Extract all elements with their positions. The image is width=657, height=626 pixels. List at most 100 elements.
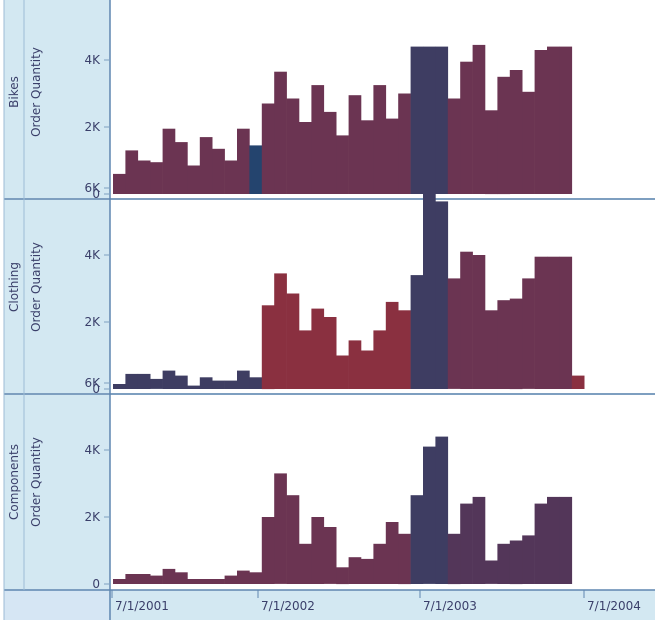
bar [311, 85, 325, 194]
bar [187, 165, 201, 194]
bar [435, 46, 449, 194]
bar [423, 446, 436, 584]
bar [423, 188, 436, 389]
bar [460, 251, 473, 389]
bar [497, 76, 511, 195]
bar [113, 384, 126, 389]
bar [286, 293, 300, 389]
bar [199, 579, 213, 584]
bar [311, 308, 325, 389]
panel-measure-label: Order Quantity [29, 437, 43, 527]
y-tick-label: 0 [92, 577, 100, 591]
bar [323, 317, 337, 389]
bar [534, 256, 548, 389]
bar [435, 201, 449, 389]
y-tick-label: 4K [84, 248, 101, 262]
bar [249, 377, 263, 389]
y-tick-label: 4K [84, 443, 101, 457]
y-tick-label: 6K [84, 181, 101, 195]
bar [323, 527, 337, 584]
bar [336, 355, 349, 389]
bar [497, 300, 511, 389]
bar [237, 370, 250, 389]
bar [113, 579, 126, 584]
bar [509, 70, 523, 194]
y-tick-label: 0 [92, 187, 100, 201]
bar [113, 173, 126, 194]
bar [286, 495, 300, 584]
bar [485, 560, 498, 584]
y-tick-label: 0 [92, 382, 100, 396]
bar [150, 162, 163, 194]
bar [237, 570, 250, 584]
bar [385, 301, 399, 389]
panel-category-label: Bikes [7, 76, 21, 108]
bar [224, 380, 238, 389]
bar [274, 71, 287, 194]
bar [497, 543, 511, 584]
bar [249, 145, 263, 194]
bar [410, 275, 424, 389]
bar [522, 91, 535, 194]
bar [522, 535, 535, 584]
bar [224, 575, 238, 584]
bar [348, 340, 362, 389]
x-axis-background [110, 590, 655, 620]
panel-category-label: Components [7, 444, 21, 520]
bar [398, 93, 411, 194]
y-tick-label: 2K [84, 315, 101, 329]
bar [559, 256, 573, 389]
bar [299, 543, 312, 584]
bar [410, 46, 424, 194]
x-tick-label: 7/1/2002 [261, 599, 315, 613]
bar [175, 142, 188, 194]
bar [249, 572, 263, 584]
bar [237, 128, 250, 194]
bar [348, 557, 362, 584]
bar [547, 256, 560, 389]
bar [261, 305, 275, 390]
bar [261, 517, 275, 584]
bar [385, 118, 399, 194]
x-tick-label: 7/1/2004 [587, 599, 641, 613]
bar [522, 278, 535, 389]
panel-measure-label: Order Quantity [29, 47, 43, 137]
bar [199, 137, 213, 194]
bar [323, 111, 337, 194]
bar [212, 579, 225, 584]
bar [534, 503, 548, 584]
bar [385, 522, 399, 584]
x-tick-label: 7/1/2001 [115, 599, 169, 613]
bar [447, 533, 461, 585]
bar [150, 378, 163, 389]
bar [125, 373, 139, 389]
bar [398, 533, 411, 585]
bar [125, 574, 139, 584]
bar [423, 46, 436, 194]
x-tick-label: 7/1/2003 [423, 599, 477, 613]
bar [137, 160, 151, 194]
bar [547, 46, 560, 194]
y-tick-label: 6K [84, 376, 101, 390]
bar [274, 273, 287, 389]
bar [162, 370, 176, 389]
bar [361, 558, 374, 584]
bar [336, 567, 349, 585]
bar [311, 517, 325, 584]
bar [299, 122, 312, 194]
bar [175, 375, 188, 389]
bar [460, 503, 473, 584]
bar [472, 44, 486, 195]
bar [361, 120, 374, 194]
bar [261, 103, 275, 194]
panel-measure-label: Order Quantity [29, 242, 43, 332]
bar [175, 572, 188, 584]
bar [534, 50, 548, 194]
row-header-background [4, 0, 110, 590]
bar [509, 298, 523, 390]
bar [199, 377, 213, 389]
bar [472, 496, 486, 584]
bar [361, 350, 374, 389]
